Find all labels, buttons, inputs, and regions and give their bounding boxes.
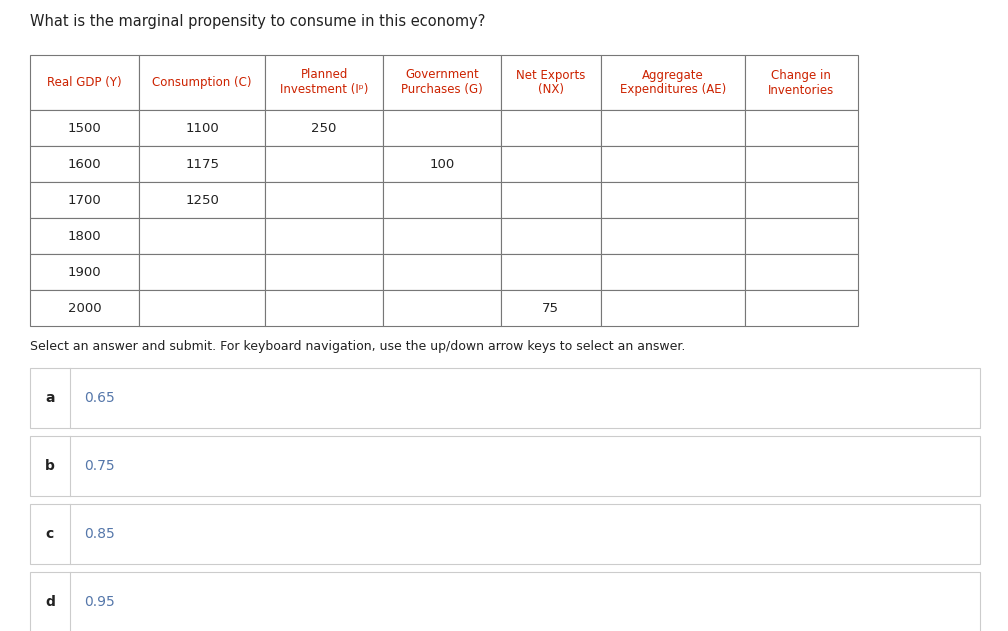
Text: 100: 100 xyxy=(429,158,455,170)
Text: 75: 75 xyxy=(542,302,559,314)
Text: 250: 250 xyxy=(311,122,337,134)
Text: 1175: 1175 xyxy=(185,158,219,170)
Text: Net Exports
(NX): Net Exports (NX) xyxy=(516,69,586,97)
Text: c: c xyxy=(46,527,54,541)
Text: Real GDP (Y): Real GDP (Y) xyxy=(47,76,122,89)
Text: 1100: 1100 xyxy=(185,122,219,134)
Text: 2000: 2000 xyxy=(68,302,101,314)
Text: b: b xyxy=(45,459,55,473)
Text: d: d xyxy=(45,595,55,609)
Text: a: a xyxy=(45,391,54,405)
Text: 1700: 1700 xyxy=(68,194,102,206)
Text: Aggregate
Expenditures (AE): Aggregate Expenditures (AE) xyxy=(620,69,726,97)
Text: Planned
Investment (Iᵖ): Planned Investment (Iᵖ) xyxy=(280,69,368,97)
Text: 1800: 1800 xyxy=(68,230,101,242)
Text: 1250: 1250 xyxy=(185,194,219,206)
Text: 0.65: 0.65 xyxy=(84,391,115,405)
Text: Change in
Inventories: Change in Inventories xyxy=(768,69,835,97)
Text: 0.75: 0.75 xyxy=(84,459,115,473)
Text: 1500: 1500 xyxy=(68,122,102,134)
Text: Consumption (C): Consumption (C) xyxy=(152,76,252,89)
Text: 1900: 1900 xyxy=(68,266,101,278)
Text: Government
Purchases (G): Government Purchases (G) xyxy=(401,69,483,97)
Text: What is the marginal propensity to consume in this economy?: What is the marginal propensity to consu… xyxy=(30,14,486,29)
Text: 1600: 1600 xyxy=(68,158,101,170)
Text: 0.85: 0.85 xyxy=(84,527,115,541)
Text: Select an answer and submit. For keyboard navigation, use the up/down arrow keys: Select an answer and submit. For keyboar… xyxy=(30,340,685,353)
Text: 0.95: 0.95 xyxy=(84,595,115,609)
